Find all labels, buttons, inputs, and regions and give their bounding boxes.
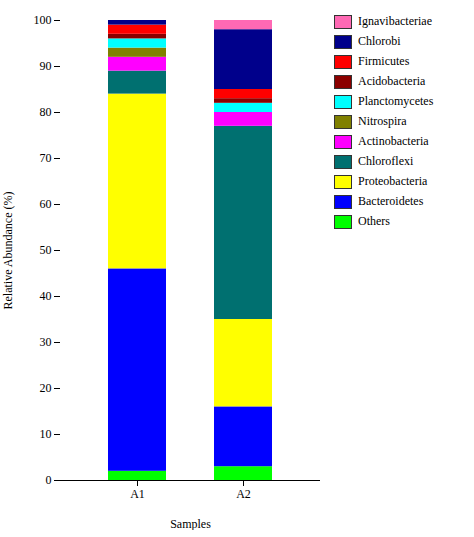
svg-text:40: 40 bbox=[40, 289, 52, 303]
html-text:Proteobacteria: Proteobacteria bbox=[358, 174, 428, 188]
svg-text:30: 30 bbox=[40, 335, 52, 349]
svg-text:A2: A2 bbox=[236, 487, 251, 501]
html-text:Chlorobi: Chlorobi bbox=[358, 34, 401, 48]
html-text:Acidobacteria: Acidobacteria bbox=[358, 74, 426, 88]
svg-text:A1: A1 bbox=[130, 487, 145, 501]
svg-text:90: 90 bbox=[40, 59, 52, 73]
html-text:Ignavibacteriae: Ignavibacteriae bbox=[358, 14, 432, 28]
svg-text:Samples: Samples bbox=[170, 517, 211, 531]
html-text:Nitrospira: Nitrospira bbox=[358, 114, 407, 128]
svg-text:50: 50 bbox=[40, 243, 52, 257]
svg-text:80: 80 bbox=[40, 105, 52, 119]
svg-text:70: 70 bbox=[40, 151, 52, 165]
svg-text:100: 100 bbox=[34, 13, 52, 27]
html-text:Planctomycetes: Planctomycetes bbox=[358, 94, 434, 108]
svg-text:Relative Abundance (%): Relative Abundance (%) bbox=[1, 192, 15, 310]
html-text:Actinobacteria: Actinobacteria bbox=[358, 134, 429, 148]
html-text:Chloroflexi: Chloroflexi bbox=[358, 154, 414, 168]
svg-text:0: 0 bbox=[46, 473, 52, 487]
svg-text:10: 10 bbox=[40, 427, 52, 441]
svg-text:60: 60 bbox=[40, 197, 52, 211]
html-text:Bacteroidetes: Bacteroidetes bbox=[358, 194, 424, 208]
svg-text:20: 20 bbox=[40, 381, 52, 395]
html-text:Firmicutes: Firmicutes bbox=[358, 54, 410, 68]
html-text:Others: Others bbox=[358, 214, 390, 228]
